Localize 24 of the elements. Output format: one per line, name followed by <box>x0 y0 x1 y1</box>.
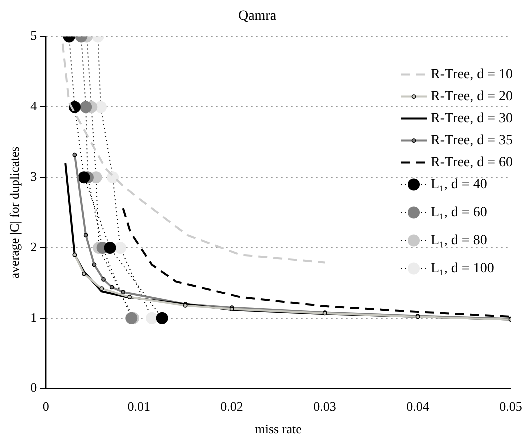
legend-label: R-Tree, d = 35 <box>431 133 514 148</box>
legend-label: R-Tree, d = 60 <box>431 155 514 170</box>
legend-label: L₁, d = 60 <box>431 205 488 220</box>
x-tick-label: 0.01 <box>128 399 150 414</box>
legend-label: L₁, d = 40 <box>431 177 488 192</box>
chart-title: Qamra <box>238 9 278 24</box>
y-tick-label: 0 <box>30 380 38 396</box>
legend-label: R-Tree, d = 20 <box>431 89 514 104</box>
x-tick-label: 0 <box>42 399 50 414</box>
y-tick-label: 1 <box>30 310 38 325</box>
y-tick-label: 3 <box>30 169 38 184</box>
legend-label: R-Tree, d = 10 <box>431 67 514 82</box>
y-tick-label: 2 <box>30 239 38 254</box>
y-tick-label: 4 <box>30 98 38 114</box>
y-axis-title: average |C| for duplicates <box>7 146 22 279</box>
y-tick-label: 5 <box>30 28 38 44</box>
x-tick-label: 0.05 <box>500 399 522 414</box>
legend-label: L₁, d = 100 <box>431 261 494 276</box>
legend-label: L₁, d = 80 <box>431 233 488 248</box>
legend-label: R-Tree, d = 30 <box>431 111 514 126</box>
x-tick-label: 0.02 <box>220 399 244 414</box>
x-axis-title: miss rate <box>255 422 302 437</box>
x-tick-label: 0.04 <box>406 399 430 414</box>
x-tick-label: 0.03 <box>314 399 336 414</box>
